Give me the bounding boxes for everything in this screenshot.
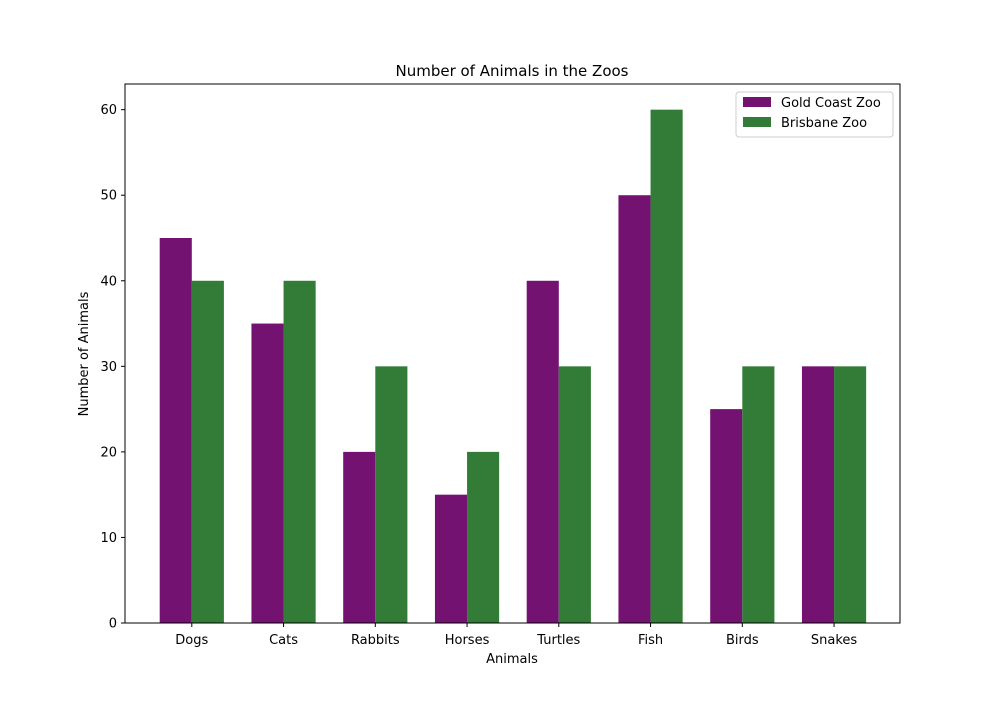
y-tick-label: 30	[100, 360, 117, 375]
y-tick-label: 0	[109, 617, 117, 632]
bar-gold-coast-zoo-turtles	[526, 280, 559, 623]
x-tick-label: Cats	[269, 633, 298, 648]
x-tick-label: Horses	[445, 633, 490, 648]
bar-brisbane-zoo-snakes	[834, 366, 867, 623]
bar-brisbane-zoo-turtles	[558, 366, 591, 623]
y-axis: 0 10 20 30 40 50 60	[100, 103, 125, 632]
bar-brisbane-zoo-fish	[650, 109, 683, 623]
x-tick-label: Fish	[638, 633, 663, 648]
y-tick-label: 20	[100, 445, 117, 460]
y-axis-label: Number of Animals	[77, 291, 92, 416]
x-tick-label: Birds	[726, 633, 759, 648]
x-tick-label: Dogs	[175, 633, 208, 648]
x-tick-label: Turtles	[536, 633, 580, 648]
bar-brisbane-zoo-cats	[283, 280, 316, 623]
bar-brisbane-zoo-horses	[467, 451, 500, 623]
plot-frame	[124, 83, 901, 624]
bar-gold-coast-zoo-snakes	[801, 366, 835, 623]
legend-box	[735, 91, 894, 138]
bars-layer	[159, 109, 867, 623]
legend: Gold Coast Zoo Brisbane Zoo	[735, 91, 894, 138]
y-tick-label: 10	[100, 531, 117, 546]
bar-gold-coast-zoo-fish	[618, 195, 651, 623]
y-tick-label: 60	[100, 103, 117, 118]
legend-label: Gold Coast Zoo	[781, 96, 881, 111]
bar-brisbane-zoo-rabbits	[375, 366, 408, 623]
legend-label: Brisbane Zoo	[781, 116, 867, 131]
y-tick-label: 40	[100, 274, 117, 289]
bar-brisbane-zoo-dogs	[191, 280, 224, 623]
x-axis: Dogs Cats Rabbits Horses Turtles Fish Birds Sna…	[175, 623, 857, 648]
chart-title: Number of Animals in the Zoos	[395, 62, 628, 80]
bar-brisbane-zoo-birds	[742, 366, 775, 623]
bar-gold-coast-zoo-birds	[710, 409, 743, 623]
bar-gold-coast-zoo-cats	[251, 323, 284, 623]
legend-swatch	[743, 117, 771, 127]
legend-swatch	[743, 97, 771, 107]
bar-gold-coast-zoo-rabbits	[343, 451, 376, 623]
x-tick-label: Snakes	[811, 633, 858, 648]
x-axis-label: Animals	[486, 652, 538, 667]
y-tick-label: 50	[100, 189, 117, 204]
x-tick-label: Rabbits	[351, 633, 400, 648]
bar-gold-coast-zoo-dogs	[159, 238, 192, 623]
bar-gold-coast-zoo-horses	[434, 494, 468, 623]
